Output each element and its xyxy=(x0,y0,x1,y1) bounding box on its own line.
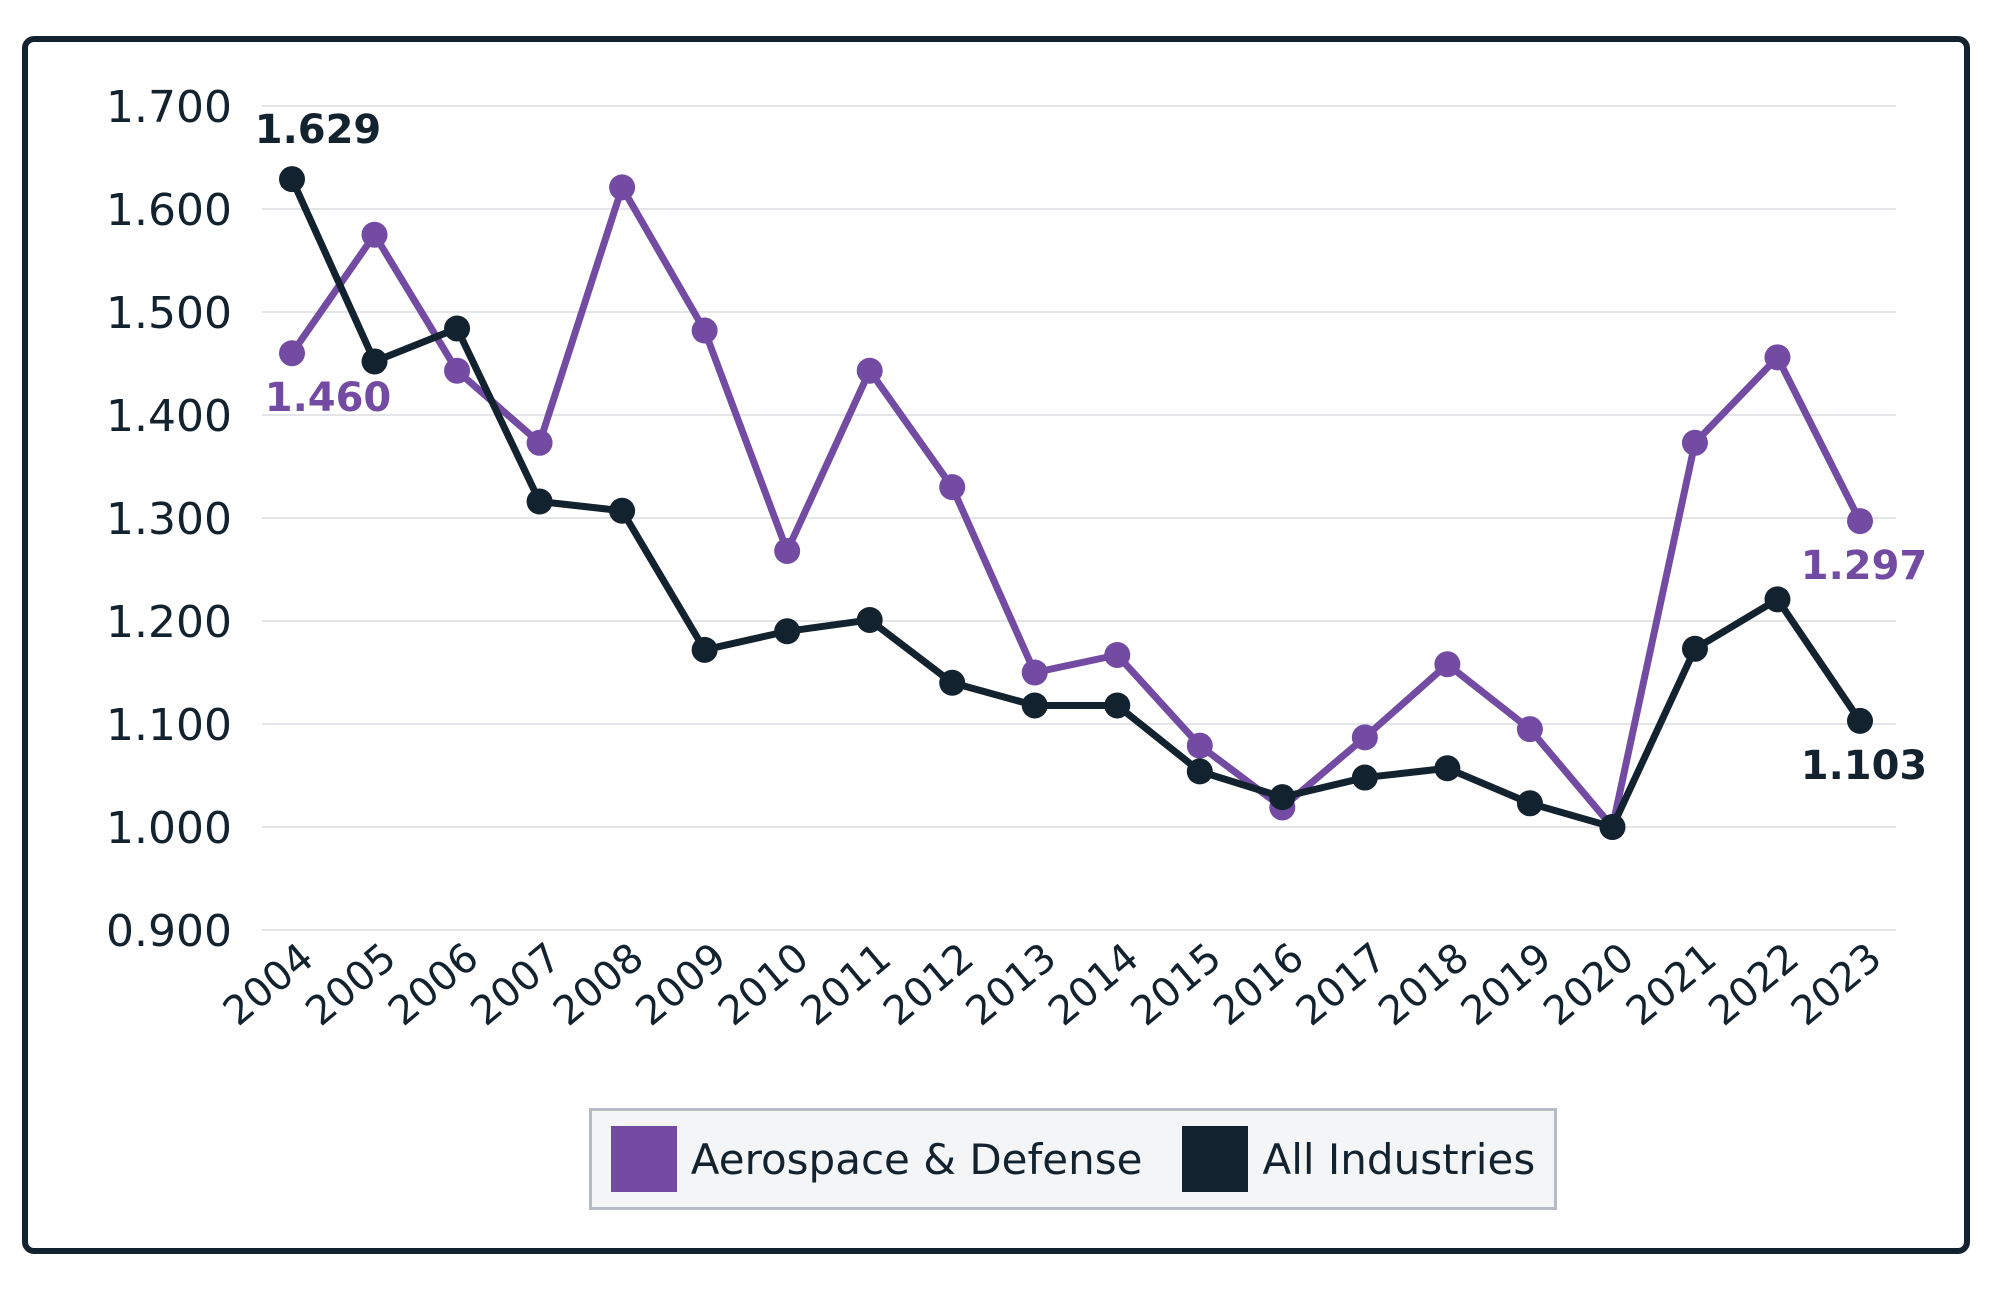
data-point-aerospace-defense xyxy=(774,537,801,564)
x-tick-label: 2013 xyxy=(958,934,1066,1035)
data-point-all-industries xyxy=(1847,707,1873,734)
y-tick-label: 1.400 xyxy=(106,391,232,442)
data-point-all-industries xyxy=(526,488,553,515)
data-point-all-industries xyxy=(1269,784,1296,811)
data-point-aerospace-defense xyxy=(1021,659,1048,686)
series-lines xyxy=(288,177,1864,831)
data-point-aerospace-defense xyxy=(279,340,305,367)
x-tick-label: 2008 xyxy=(545,934,653,1035)
chart-frame xyxy=(22,36,1970,1254)
series-points xyxy=(279,166,1873,840)
data-point-all-industries xyxy=(856,606,883,633)
data-point-aerospace-defense xyxy=(526,429,553,456)
data-point-all-industries xyxy=(1599,814,1626,840)
data-point-all-industries xyxy=(1681,635,1708,662)
x-tick-label: 2023 xyxy=(1783,934,1891,1035)
x-tick-label: 2007 xyxy=(462,934,570,1035)
y-tick-label: 1.300 xyxy=(106,494,232,545)
data-point-all-industries xyxy=(1516,790,1543,817)
x-tick-label: 2019 xyxy=(1453,934,1561,1035)
legend-label-all-industries: All Industries xyxy=(1262,1134,1536,1184)
data-point-all-industries xyxy=(774,618,801,645)
data-point-aerospace-defense xyxy=(1186,732,1213,759)
y-tick-label: 1.100 xyxy=(106,700,232,751)
x-tick-label: 2009 xyxy=(628,934,736,1035)
data-point-all-industries xyxy=(361,348,388,375)
data-labels: 1.629 1.460 1.297 1.103 xyxy=(255,107,1928,789)
series-line-all-industries xyxy=(288,177,1863,831)
x-tick-label: 2021 xyxy=(1618,934,1726,1035)
data-point-all-industries xyxy=(1104,692,1131,719)
data-point-aerospace-defense xyxy=(939,474,966,501)
y-tick-label: 1.500 xyxy=(106,288,232,339)
data-point-aerospace-defense xyxy=(609,174,636,201)
data-point-aerospace-defense xyxy=(1681,429,1708,456)
x-tick-label: 2006 xyxy=(380,934,488,1035)
y-tick-label: 1.000 xyxy=(106,803,232,854)
x-axis-ticks: 2004200520062007200820092010201120122013… xyxy=(215,934,1891,1035)
x-tick-label: 2022 xyxy=(1700,934,1808,1035)
data-point-aerospace-defense xyxy=(691,317,718,344)
y-tick-label: 0.900 xyxy=(106,906,232,957)
data-point-all-industries xyxy=(1351,764,1378,791)
x-tick-label: 2018 xyxy=(1370,934,1478,1035)
data-point-aerospace-defense xyxy=(1847,508,1873,535)
data-point-all-industries xyxy=(1764,586,1791,613)
x-tick-label: 2016 xyxy=(1205,934,1313,1035)
y-tick-label: 1.700 xyxy=(106,82,232,133)
data-label: 1.629 xyxy=(255,107,382,153)
data-point-aerospace-defense xyxy=(361,221,388,248)
data-point-all-industries xyxy=(444,315,471,342)
data-point-all-industries xyxy=(1186,758,1213,785)
x-tick-label: 2012 xyxy=(875,934,983,1035)
data-point-aerospace-defense xyxy=(1104,641,1131,668)
x-tick-label: 2005 xyxy=(297,934,405,1035)
data-point-all-industries xyxy=(1021,692,1048,719)
x-tick-label: 2020 xyxy=(1535,934,1643,1035)
legend: Aerospace & Defense All Industries xyxy=(589,1108,1557,1210)
data-label: 1.103 xyxy=(1801,743,1928,789)
x-tick-label: 2015 xyxy=(1123,934,1231,1035)
y-tick-label: 1.600 xyxy=(106,185,232,236)
data-point-all-industries xyxy=(1434,755,1461,782)
data-point-aerospace-defense xyxy=(856,357,883,384)
legend-label-aerospace-defense: Aerospace & Defense xyxy=(690,1134,1143,1184)
legend-swatch-aerospace-defense xyxy=(610,1126,677,1192)
data-point-aerospace-defense xyxy=(444,357,471,384)
data-point-aerospace-defense xyxy=(1516,716,1543,743)
data-point-aerospace-defense xyxy=(1434,651,1461,678)
series-line-aerospace-defense xyxy=(289,183,1864,831)
data-point-aerospace-defense xyxy=(1351,724,1378,751)
gridlines xyxy=(262,105,1896,931)
data-point-aerospace-defense xyxy=(1764,344,1791,371)
legend-item-all-industries: All Industries xyxy=(1182,1126,1535,1192)
x-tick-label: 2011 xyxy=(793,934,901,1035)
data-point-all-industries xyxy=(279,166,305,193)
legend-swatch-all-industries xyxy=(1182,1126,1249,1192)
x-tick-label: 2017 xyxy=(1288,934,1396,1035)
data-point-all-industries xyxy=(939,669,966,696)
legend-item-aerospace-defense: Aerospace & Defense xyxy=(610,1126,1143,1192)
data-point-all-industries xyxy=(691,636,718,663)
y-tick-label: 1.200 xyxy=(106,597,232,648)
data-point-all-industries xyxy=(609,497,636,524)
y-axis-ticks: 0.900 1.000 1.100 1.200 1.300 1.400 1.500 1.600… xyxy=(106,82,232,957)
data-label: 1.297 xyxy=(1801,543,1928,589)
data-label: 1.460 xyxy=(265,375,392,421)
x-tick-label: 2014 xyxy=(1040,934,1148,1035)
x-tick-label: 2010 xyxy=(710,934,818,1035)
